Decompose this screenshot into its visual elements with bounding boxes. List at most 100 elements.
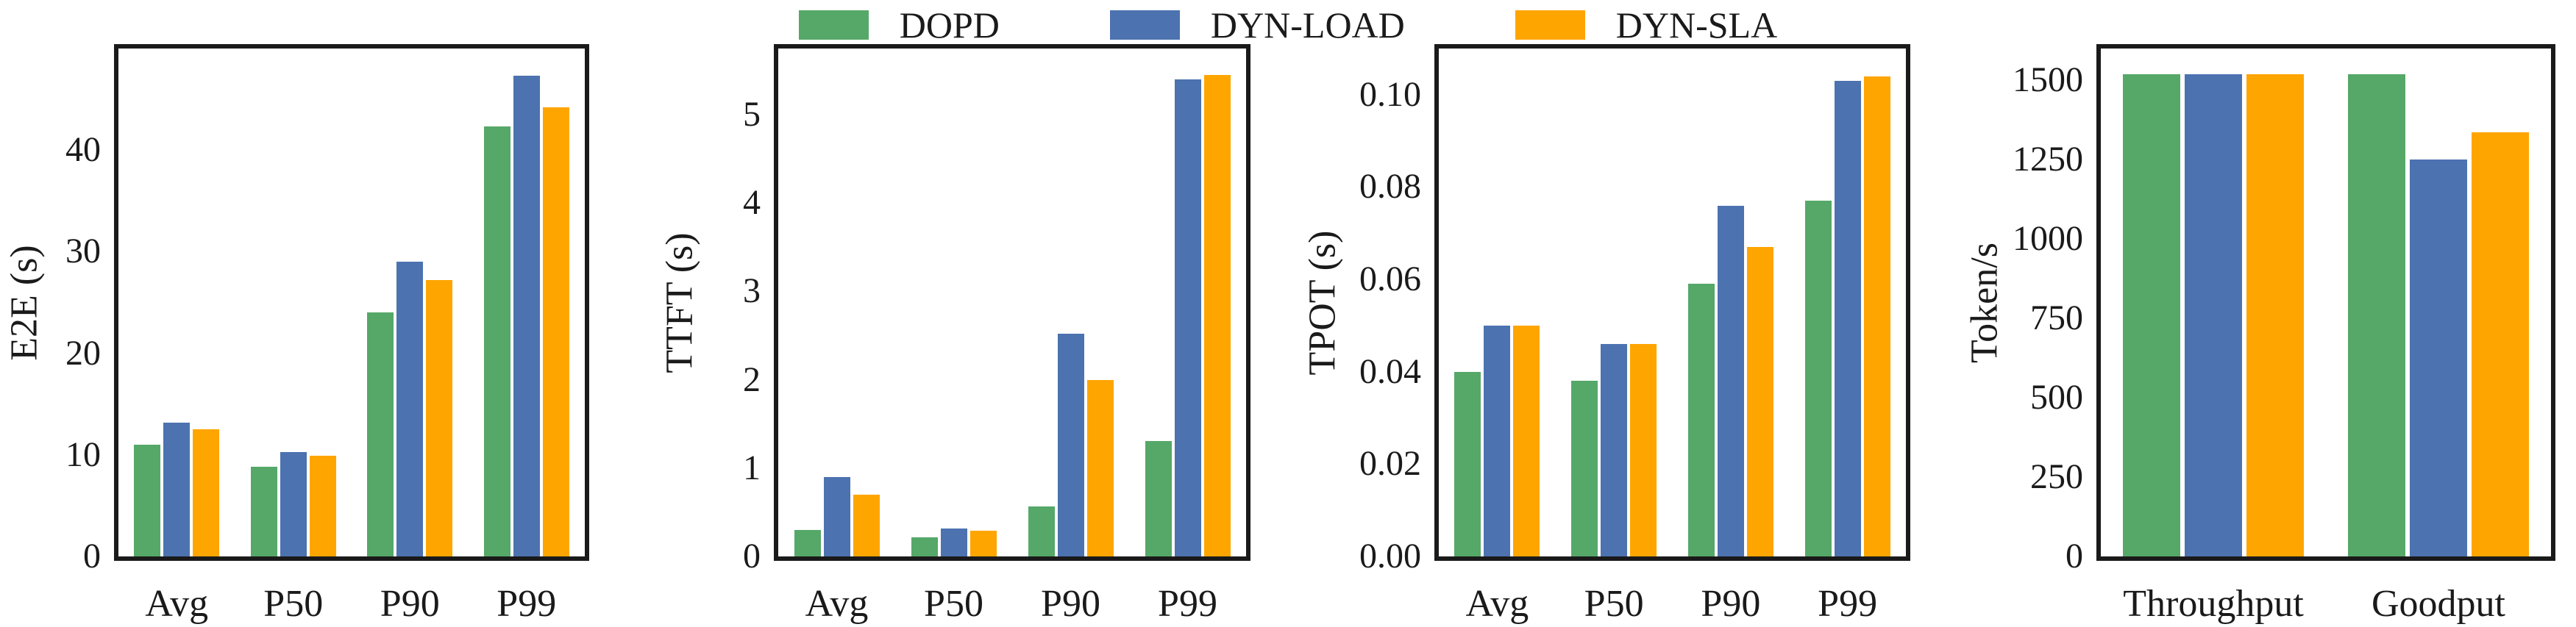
y-tick-label: 5 xyxy=(743,95,761,135)
y-axis-label: TTFT (s) xyxy=(658,232,700,373)
bar-group-avg xyxy=(118,423,235,556)
bar-dyn-load-throughput xyxy=(2185,74,2242,556)
legend-swatch-dopd xyxy=(798,10,869,40)
bar-dyn-sla-p50 xyxy=(309,456,336,556)
y-tick-label: 30 xyxy=(65,232,101,271)
plot-box-tpot-s- xyxy=(1434,44,1910,561)
y-tick-label: 3 xyxy=(743,271,761,311)
bar-dopd-avg xyxy=(794,530,821,556)
bar-dyn-sla-p50 xyxy=(969,531,997,556)
bar-dyn-load-p99 xyxy=(1174,79,1201,556)
bar-dyn-sla-p90 xyxy=(1746,247,1773,556)
bar-dyn-sla-p99 xyxy=(1203,75,1231,556)
bar-dyn-sla-p99 xyxy=(1863,76,1890,556)
y-tick-label: 1250 xyxy=(2013,140,2083,179)
bar-dopd-throughput xyxy=(2123,74,2180,556)
y-tick-label: 10 xyxy=(65,434,101,474)
bar-dopd-p90 xyxy=(367,312,394,556)
bar-dyn-load-p90 xyxy=(396,262,424,556)
plot-box-e2e-s- xyxy=(114,44,589,561)
y-tick-label: 2 xyxy=(743,359,761,399)
bar-dopd-p50 xyxy=(1571,381,1598,556)
bar-group-p99 xyxy=(469,76,586,556)
legend-label-dopd: DOPD xyxy=(899,4,1000,46)
x-tick-label-p99: P99 xyxy=(497,583,557,625)
legend-item-dopd: DOPD xyxy=(798,3,1000,47)
x-tick-label-p99: P99 xyxy=(1818,583,1878,625)
bar-dopd-p50 xyxy=(911,537,938,556)
bar-dyn-load-avg xyxy=(823,477,850,556)
x-tick-label-p50: P50 xyxy=(1584,583,1644,625)
bar-dyn-sla-throughput xyxy=(2246,74,2304,556)
bar-dyn-sla-avg xyxy=(853,495,880,556)
legend-swatch-dyn-load xyxy=(1109,10,1180,40)
bar-dopd-p50 xyxy=(250,467,277,556)
bar-group-p50 xyxy=(1556,344,1673,556)
x-tick-label-avg: Avg xyxy=(1465,583,1529,625)
y-tick-label: 0 xyxy=(2066,537,2083,576)
y-tick-label: 40 xyxy=(65,130,101,170)
y-tick-label: 0 xyxy=(83,537,101,576)
bar-dyn-load-p50 xyxy=(940,529,967,556)
bar-group-p50 xyxy=(235,452,352,556)
y-tick-label: 0.00 xyxy=(1359,537,1421,576)
bar-dopd-p99 xyxy=(1804,201,1832,556)
bar-group-goodput xyxy=(2326,74,2551,556)
bar-dopd-p99 xyxy=(1145,441,1172,556)
bar-group-p90 xyxy=(1673,206,1790,556)
x-tick-label-goodput: Goodput xyxy=(2372,583,2505,625)
y-tick-label: 0 xyxy=(743,537,761,576)
bar-dyn-sla-p99 xyxy=(542,107,569,556)
y-tick-label: 0.06 xyxy=(1359,259,1421,299)
y-tick-label: 0.04 xyxy=(1359,351,1421,391)
y-tick-label: 1000 xyxy=(2013,219,2083,259)
bar-dopd-p90 xyxy=(1028,506,1055,556)
bar-dopd-avg xyxy=(134,445,161,556)
x-tick-label-avg: Avg xyxy=(145,583,209,625)
bar-dyn-load-avg xyxy=(1484,326,1511,556)
x-tick-label-avg: Avg xyxy=(805,583,869,625)
bar-dyn-load-p99 xyxy=(1834,81,1861,556)
bar-dopd-goodput xyxy=(2348,74,2405,556)
bar-dopd-p99 xyxy=(483,126,510,556)
bar-dyn-sla-p90 xyxy=(426,280,453,556)
y-tick-label: 0.10 xyxy=(1359,74,1421,114)
bar-dopd-avg xyxy=(1454,372,1481,556)
x-tick-label-p90: P90 xyxy=(1041,583,1100,625)
plot-box-token-s xyxy=(2096,44,2555,561)
bar-dyn-sla-p90 xyxy=(1086,380,1114,556)
y-tick-label: 4 xyxy=(743,183,761,223)
x-tick-label-p50: P50 xyxy=(924,583,983,625)
plot-box-ttft-s- xyxy=(774,44,1250,561)
y-tick-label: 0.02 xyxy=(1359,444,1421,484)
x-tick-label-p90: P90 xyxy=(380,583,440,625)
bar-dyn-sla-avg xyxy=(193,429,220,556)
bar-dyn-sla-goodput xyxy=(2472,132,2529,556)
x-tick-label-p50: P50 xyxy=(263,583,324,625)
bar-dyn-load-p90 xyxy=(1057,334,1084,556)
bar-dyn-load-goodput xyxy=(2410,160,2467,556)
legend-item-dyn-load: DYN-LOAD xyxy=(1109,3,1405,47)
y-tick-label: 750 xyxy=(2030,298,2083,338)
bar-dyn-load-p99 xyxy=(513,76,540,556)
bar-group-avg xyxy=(778,477,895,556)
x-tick-label-p90: P90 xyxy=(1701,583,1761,625)
bar-group-p90 xyxy=(352,262,469,556)
y-tick-label: 250 xyxy=(2030,457,2083,497)
y-tick-label: 0.08 xyxy=(1359,167,1421,207)
y-axis-label: Token/s xyxy=(1963,242,2005,363)
bar-dyn-load-p50 xyxy=(1601,344,1628,556)
bar-dyn-sla-p50 xyxy=(1630,344,1657,556)
bar-group-throughput xyxy=(2101,74,2326,556)
legend-item-dyn-sla: DYN-SLA xyxy=(1515,3,1777,47)
bar-dyn-load-p50 xyxy=(280,452,307,556)
x-tick-label-p99: P99 xyxy=(1158,583,1217,625)
legend-label-dyn-load: DYN-LOAD xyxy=(1210,4,1405,46)
legend-swatch-dyn-sla xyxy=(1515,10,1585,40)
bar-dyn-load-p90 xyxy=(1717,206,1744,556)
bar-group-p99 xyxy=(1129,75,1246,556)
bar-group-p99 xyxy=(1789,76,1906,556)
y-axis-label: TPOT (s) xyxy=(1301,230,1343,375)
bar-group-p50 xyxy=(895,529,1012,556)
